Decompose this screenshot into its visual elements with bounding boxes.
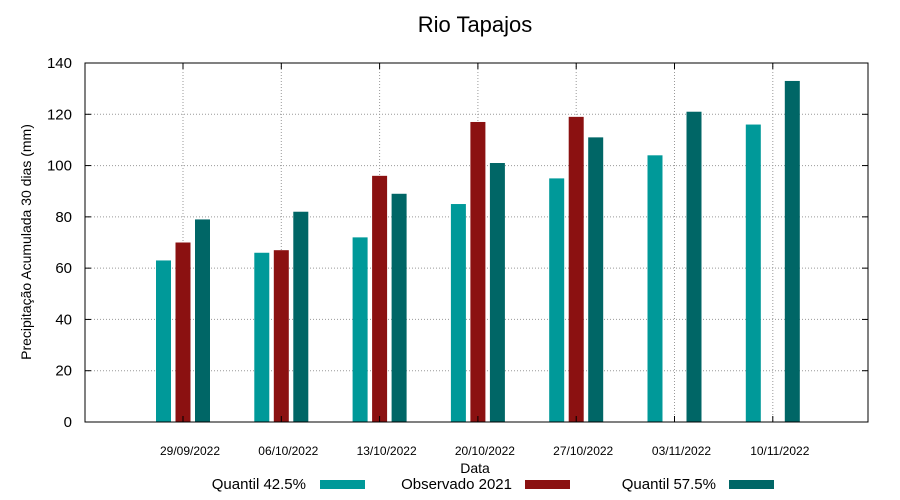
bar-0-6	[745, 124, 761, 423]
y-tick-label: 140	[47, 55, 72, 72]
bars	[156, 80, 800, 423]
bar-1-3	[470, 121, 486, 422]
bar-1-1	[273, 250, 289, 422]
bar-0-0	[156, 260, 171, 422]
legend-label-0: Quantil 42.5%	[212, 476, 306, 493]
axis-ticks: 0 20 40 60 80 100 120 140 29/09/2022 06/10/2022 13…	[47, 55, 868, 458]
x-tick-label: 06/10/2022	[258, 444, 318, 458]
y-tick-label: 120	[47, 106, 72, 123]
legend-swatch-2	[729, 480, 774, 489]
y-tick-label: 80	[55, 209, 72, 226]
bar-0-3	[450, 204, 466, 422]
x-tick-label: 27/10/2022	[553, 444, 613, 458]
bar-2-3	[489, 163, 505, 422]
bar-0-1	[254, 252, 270, 422]
legend-label-2: Quantil 57.5%	[622, 476, 716, 493]
bar-2-5	[686, 111, 702, 422]
bar-1-4	[568, 116, 584, 422]
bar-2-6	[784, 80, 800, 422]
bar-2-2	[391, 193, 407, 422]
x-tick-label: 03/11/2022	[652, 444, 711, 458]
bar-2-4	[588, 137, 604, 422]
chart-title: Rio Tapajos	[418, 12, 533, 37]
bar-1-0	[175, 242, 191, 422]
y-tick-label: 0	[64, 414, 72, 431]
y-tick-label: 20	[55, 363, 72, 380]
x-tick-label: 10/11/2022	[750, 444, 809, 458]
y-tick-label: 40	[55, 311, 72, 328]
bar-2-1	[293, 211, 309, 422]
x-tick-label: 29/09/2022	[160, 444, 220, 458]
bar-2-0	[195, 219, 210, 422]
plot-frame	[84, 62, 869, 423]
x-tick-label: 13/10/2022	[357, 444, 417, 458]
bar-0-5	[647, 155, 663, 423]
bar-0-2	[352, 237, 368, 422]
legend-label-1: Observado 2021	[401, 476, 512, 493]
legend: Quantil 42.5% Observado 2021 Quantil 57.5%	[212, 476, 774, 493]
y-tick-label: 100	[47, 158, 72, 175]
legend-swatch-1	[525, 480, 570, 489]
x-axis-label: Data	[460, 460, 490, 476]
legend-swatch-0	[320, 480, 365, 489]
x-tick-label: 20/10/2022	[455, 444, 515, 458]
y-tick-label: 60	[55, 260, 72, 277]
y-axis-label: Precipitação Acumulada 30 dias (mm)	[18, 124, 34, 360]
bar-1-2	[372, 175, 388, 422]
bar-0-4	[549, 178, 565, 422]
